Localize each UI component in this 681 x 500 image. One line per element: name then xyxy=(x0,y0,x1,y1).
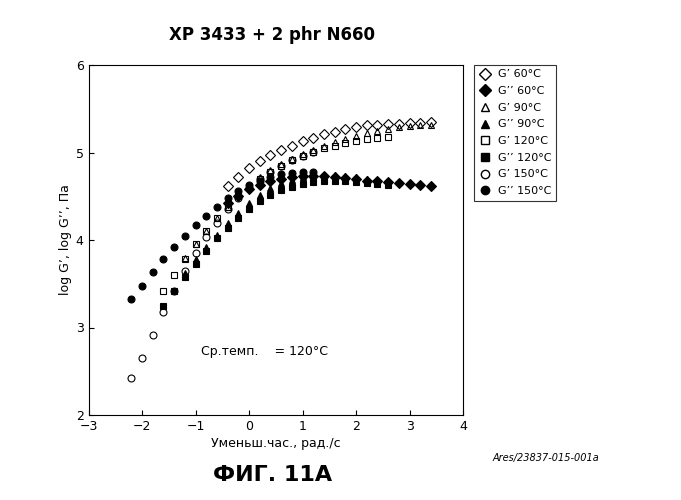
Text: ФИГ. 11А: ФИГ. 11А xyxy=(213,465,332,485)
Legend: G’ 60°C, G’’ 60°C, G’ 90°C, G’’ 90°C, G’ 120°C, G’’ 120°C, G’ 150°C, G’’ 150°C: G’ 60°C, G’’ 60°C, G’ 90°C, G’’ 90°C, G’… xyxy=(475,65,556,200)
Text: Ares/23837-015-001a: Ares/23837-015-001a xyxy=(492,452,599,462)
Text: Ср.темп.    = 120°C: Ср.темп. = 120°C xyxy=(201,346,328,358)
Text: XP 3433 + 2 phr N660: XP 3433 + 2 phr N660 xyxy=(170,26,375,44)
Y-axis label: log G’, log G’’, Па: log G’, log G’’, Па xyxy=(59,184,72,296)
X-axis label: Уменьш.час., рад./с: Уменьш.час., рад./с xyxy=(211,437,340,450)
